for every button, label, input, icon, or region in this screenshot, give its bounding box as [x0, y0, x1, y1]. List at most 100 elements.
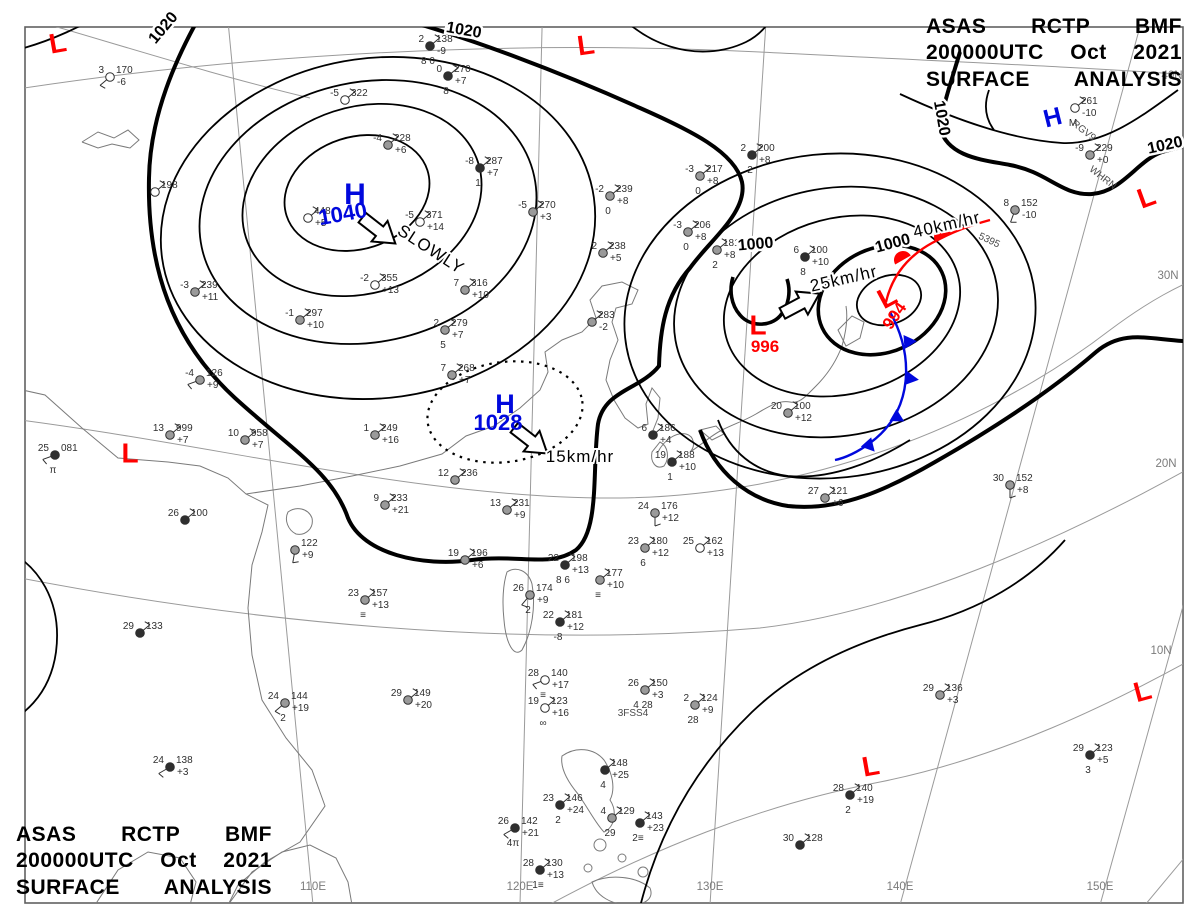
station-pressure: 123	[1096, 743, 1113, 754]
station-extra: 2	[712, 260, 718, 271]
coast-kyushu	[651, 441, 668, 468]
station-plot: 181+8 2	[712, 238, 740, 271]
wind-barb-tick	[292, 561, 299, 564]
station-temp: 29	[123, 621, 135, 632]
station-pressure: 100	[191, 508, 208, 519]
isobar	[159, 56, 597, 400]
lon-150e-line	[1100, 604, 1183, 903]
title-line-3: SURFACE ANALYSIS	[926, 67, 1182, 93]
station-temp: 10	[228, 428, 240, 439]
coast-china-korea	[245, 281, 661, 495]
station-change: +8	[695, 232, 707, 243]
station-circle	[370, 430, 380, 440]
station-temp: -4	[373, 133, 382, 144]
station-temp: -2	[595, 184, 604, 195]
isobar	[673, 185, 999, 439]
station-change: +8	[724, 250, 736, 261]
station-plot: 198	[150, 180, 178, 197]
station-temp: 30	[783, 833, 795, 844]
wind-barb-tick	[564, 793, 571, 798]
latitude-label: 30N	[1157, 270, 1178, 282]
station-change: +10	[307, 320, 324, 331]
wind-barb-tick	[804, 833, 811, 838]
warm-front-line	[884, 218, 991, 303]
station-temp: 24	[153, 755, 165, 766]
lon-130e-line	[709, 27, 767, 903]
dashed-high-ellipse	[426, 360, 584, 464]
station-pressure: 297	[306, 308, 323, 319]
station-plot: 19 123+16 ∞	[528, 696, 570, 729]
station-circle	[935, 690, 945, 700]
station-circle	[1085, 150, 1095, 160]
station-plot: 22 181+12 -8	[543, 610, 585, 643]
station-plot: -3 217+8 0	[685, 164, 723, 197]
station-circle	[555, 800, 565, 810]
station-circle	[383, 140, 393, 150]
station-change: +8	[707, 176, 719, 187]
station-pressure: 138	[436, 34, 453, 45]
station-temp: 28	[833, 783, 845, 794]
wind-barb-tick	[569, 553, 576, 558]
station-temp: 29	[391, 688, 403, 699]
latitude-label: 40N	[1161, 70, 1182, 82]
station-change: +10	[607, 580, 624, 591]
station-circle	[105, 72, 115, 82]
wind-barb-tick	[792, 401, 799, 406]
coast-island	[593, 838, 607, 852]
station-pressure: 136	[946, 683, 963, 694]
station-pressure: 270	[454, 64, 471, 75]
station-pressure: 138	[176, 755, 193, 766]
wind-barb-tick	[424, 210, 431, 215]
isobar-value-label: 1000	[737, 234, 774, 254]
high-center-mark: H	[1041, 102, 1065, 134]
station-pressure: 239	[201, 280, 218, 291]
station-pressure: 200	[758, 143, 775, 154]
coast-island-sw	[95, 851, 197, 903]
station-extra: 3	[1085, 765, 1091, 776]
station-change: +13	[547, 870, 564, 881]
map-border	[24, 26, 1184, 904]
wind-barb-tick	[449, 318, 456, 323]
wind-barb-tick	[692, 220, 699, 225]
station-change: +9	[537, 595, 549, 606]
station-temp: 13	[490, 498, 502, 509]
station-change: +19	[857, 795, 874, 806]
station-change: -2	[599, 322, 608, 333]
station-plot: -4 126+9	[185, 368, 223, 391]
station-circle	[525, 590, 535, 600]
wind-barb-tick	[544, 858, 551, 863]
station-change: +9	[514, 510, 526, 521]
terrain-squiggle	[81, 129, 140, 149]
station-change: -9	[437, 46, 446, 57]
station-pressure: 316	[471, 278, 488, 289]
station-temp: 8	[1003, 198, 1009, 209]
wind-barb-tick	[944, 683, 951, 688]
wind-barb-tick	[312, 206, 319, 211]
wind-barb-tick	[607, 241, 614, 246]
station-change: +7	[455, 76, 467, 87]
station-change: +0	[1097, 155, 1109, 166]
station-temp: 30	[993, 473, 1005, 484]
station-temp: 7	[440, 363, 446, 374]
station-change: +20	[415, 700, 432, 711]
station-plot: 13 231+9	[490, 498, 530, 521]
station-circle	[595, 575, 605, 585]
cold-front-pip	[860, 437, 875, 452]
longitude-label: 110E	[300, 881, 326, 893]
station-pressure: 355	[381, 273, 398, 284]
station-temp: 26	[498, 816, 510, 827]
station-plot: 2 124+928	[683, 693, 718, 726]
station-temp: 19	[655, 450, 667, 461]
station-pressure: 186	[659, 423, 676, 434]
station-circle	[607, 813, 617, 823]
station-circle	[360, 595, 370, 605]
station-pressure: 170	[116, 65, 133, 76]
station-plot: 261-10 M	[1069, 96, 1098, 129]
isobars-thin	[25, 27, 1179, 903]
station-extra: 8 0	[421, 56, 435, 67]
coast-island	[583, 863, 593, 873]
wind-barb-tick	[452, 64, 459, 69]
